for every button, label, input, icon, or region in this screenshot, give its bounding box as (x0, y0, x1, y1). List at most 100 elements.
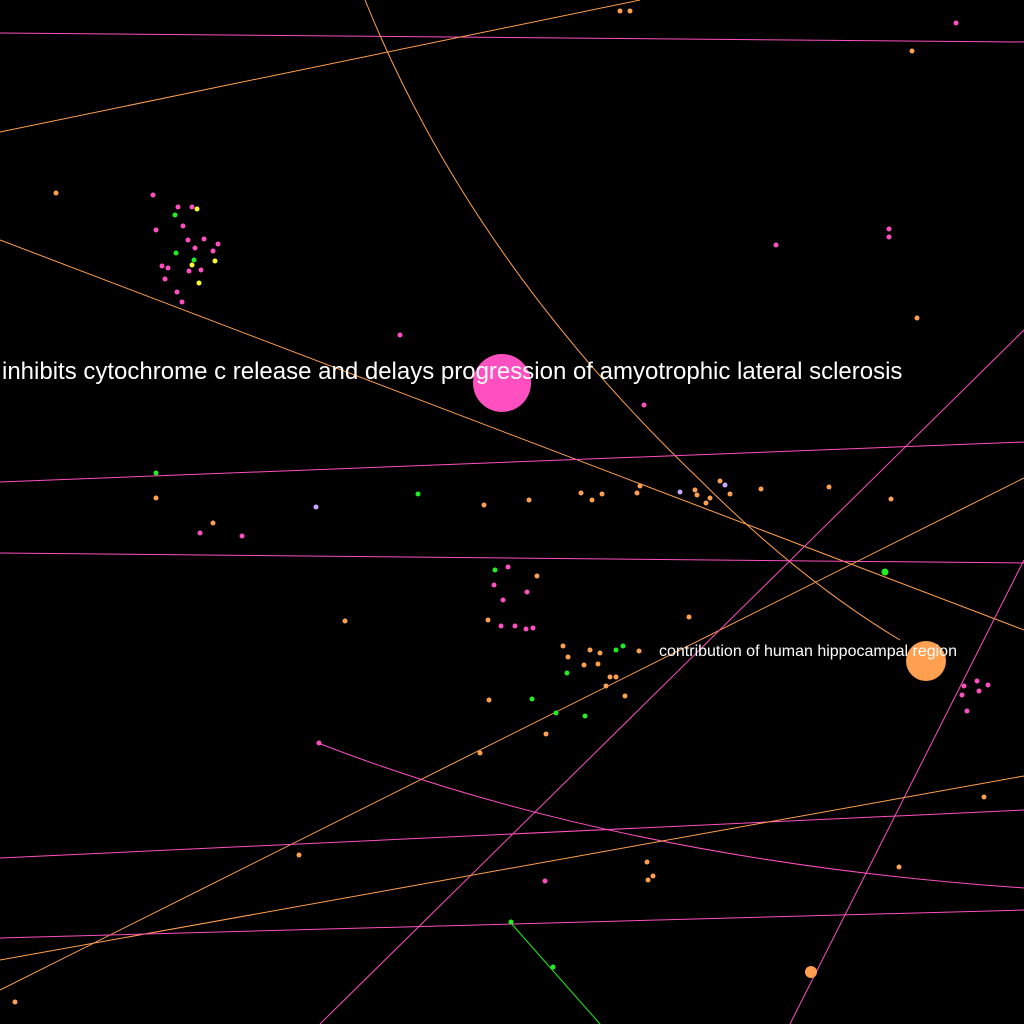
node[interactable] (212, 258, 218, 264)
node[interactable] (524, 589, 530, 595)
node[interactable] (758, 486, 764, 492)
node[interactable] (523, 626, 529, 632)
node[interactable] (589, 497, 595, 503)
node[interactable] (595, 661, 601, 667)
node[interactable] (186, 268, 192, 274)
node[interactable] (597, 650, 603, 656)
node[interactable] (542, 878, 548, 884)
node[interactable] (53, 190, 59, 196)
node[interactable] (153, 470, 159, 476)
node[interactable] (500, 597, 506, 603)
node[interactable] (627, 8, 633, 14)
node[interactable] (644, 859, 650, 865)
node[interactable] (492, 567, 498, 573)
node[interactable] (162, 276, 168, 282)
node[interactable] (773, 242, 779, 248)
node[interactable] (603, 683, 609, 689)
node[interactable] (727, 491, 733, 497)
node[interactable] (196, 280, 202, 286)
node[interactable] (512, 623, 518, 629)
node[interactable] (964, 708, 970, 714)
node[interactable] (909, 48, 915, 54)
node[interactable] (981, 794, 987, 800)
node[interactable] (622, 693, 628, 699)
node[interactable] (888, 496, 894, 502)
node[interactable] (179, 299, 185, 305)
node[interactable] (194, 206, 200, 212)
node[interactable] (12, 999, 18, 1005)
node[interactable] (198, 267, 204, 273)
node[interactable] (189, 262, 195, 268)
node[interactable] (650, 873, 656, 879)
node[interactable] (159, 263, 165, 269)
node[interactable] (498, 623, 504, 629)
node[interactable] (191, 257, 197, 263)
node[interactable] (201, 236, 207, 242)
node[interactable] (677, 489, 683, 495)
node[interactable] (210, 520, 216, 526)
node[interactable] (607, 674, 613, 680)
focus-node[interactable] (473, 354, 531, 412)
node[interactable] (150, 192, 156, 198)
node[interactable] (165, 265, 171, 271)
node[interactable] (505, 564, 511, 570)
node[interactable] (692, 487, 698, 493)
secondary-node[interactable] (906, 641, 946, 681)
node[interactable] (534, 573, 540, 579)
node[interactable] (530, 625, 536, 631)
node[interactable] (210, 248, 216, 254)
node[interactable] (959, 692, 965, 698)
node[interactable] (617, 8, 623, 14)
node[interactable] (397, 332, 403, 338)
node[interactable] (826, 484, 832, 490)
node[interactable] (613, 647, 619, 653)
node[interactable] (215, 241, 221, 247)
node[interactable] (173, 250, 179, 256)
node[interactable] (578, 490, 584, 496)
node[interactable] (636, 648, 642, 654)
node[interactable] (641, 402, 647, 408)
node[interactable] (180, 223, 186, 229)
node[interactable] (192, 245, 198, 251)
node[interactable] (599, 491, 605, 497)
node[interactable] (185, 237, 191, 243)
node[interactable] (153, 227, 159, 233)
node[interactable] (587, 647, 593, 653)
node[interactable] (914, 315, 920, 321)
node[interactable] (491, 582, 497, 588)
node[interactable] (976, 688, 982, 694)
node[interactable] (703, 500, 709, 506)
node[interactable] (886, 234, 892, 240)
node[interactable] (613, 674, 619, 680)
node[interactable] (722, 482, 728, 488)
node[interactable] (526, 497, 532, 503)
node[interactable] (415, 491, 421, 497)
node[interactable] (189, 204, 195, 210)
node[interactable] (508, 919, 514, 925)
node[interactable] (485, 617, 491, 623)
node[interactable] (985, 682, 991, 688)
node[interactable] (560, 643, 566, 649)
node[interactable] (634, 490, 640, 496)
node[interactable] (342, 618, 348, 624)
node[interactable] (707, 495, 713, 501)
node[interactable] (886, 226, 892, 232)
node[interactable] (174, 289, 180, 295)
node[interactable] (896, 864, 902, 870)
node[interactable] (477, 750, 483, 756)
node[interactable] (543, 731, 549, 737)
node[interactable] (553, 710, 559, 716)
node[interactable] (316, 740, 322, 746)
node[interactable] (974, 678, 980, 684)
node[interactable] (881, 568, 889, 576)
node[interactable] (239, 533, 245, 539)
node[interactable] (550, 964, 556, 970)
node[interactable] (717, 478, 723, 484)
node[interactable] (296, 852, 302, 858)
node[interactable] (805, 966, 817, 978)
node[interactable] (953, 20, 959, 26)
node[interactable] (581, 662, 587, 668)
node[interactable] (172, 212, 178, 218)
node[interactable] (694, 492, 700, 498)
